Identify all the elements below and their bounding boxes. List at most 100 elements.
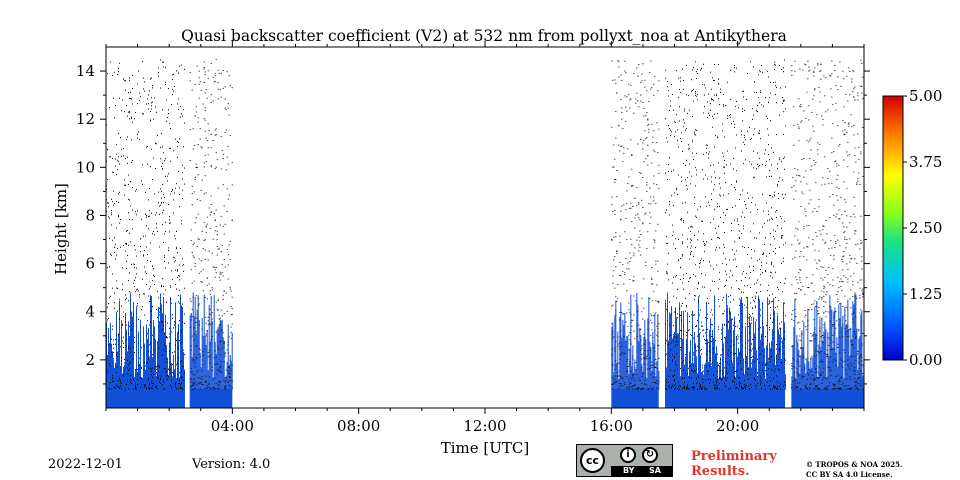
noise-point [784,381,786,383]
noise-point [751,319,753,321]
noise-point [774,359,776,361]
noise-point [634,384,636,386]
noise-point [631,319,633,321]
noise-point [777,388,779,390]
noise-point [678,259,680,261]
noise-point [810,333,812,335]
noise-point [110,61,111,63]
noise-point [779,327,781,329]
noise-point [658,80,660,82]
noise-point [133,346,134,348]
noise-point [784,99,786,101]
signal-column [847,299,849,390]
noise-point [773,385,775,387]
noise-point [772,277,774,279]
noise-point [638,236,640,238]
noise-point [738,363,740,365]
noise-point [709,382,711,384]
noise-point [129,368,130,370]
noise-point [118,193,119,195]
noise-point [638,377,640,379]
signal-column [707,339,709,390]
noise-point [751,137,753,139]
noise-point [731,361,733,363]
noise-point [667,242,669,244]
signal-column [832,347,834,390]
noise-point [122,267,123,269]
noise-point [643,353,645,355]
noise-point [850,289,852,291]
noise-point [688,227,690,229]
noise-point [218,333,220,335]
noise-point [740,361,742,363]
signal-column [844,306,846,390]
signal-column [808,361,810,390]
noise-point [852,280,854,282]
noise-point [860,151,862,153]
noise-point [708,341,710,343]
noise-point [753,134,755,136]
noise-point [146,273,147,275]
noise-point [761,388,763,390]
signal-column [718,378,720,390]
noise-point [853,196,855,198]
noise-point [149,388,150,390]
noise-point [861,356,863,358]
noise-point [696,174,698,176]
noise-point [618,76,620,78]
noise-point [846,373,848,375]
noise-point [758,328,760,330]
noise-point [166,120,167,122]
noise-point [683,88,685,90]
noise-point [146,146,147,148]
noise-point [216,230,218,232]
noise-point [816,354,818,356]
noise-point [669,384,671,386]
noise-point [748,197,750,199]
noise-point [210,195,212,197]
noise-point [165,267,166,269]
measurement-period-4 [791,388,864,408]
noise-point [151,97,152,99]
noise-point [733,371,735,373]
noise-point [109,266,110,268]
noise-point [155,214,156,216]
noise-point [799,335,801,337]
noise-point [738,342,740,344]
noise-point [630,332,632,334]
noise-point [710,222,712,224]
noise-point [781,237,783,239]
noise-point [690,226,692,228]
noise-point [184,167,185,169]
noise-point [206,330,208,332]
noise-point [676,70,678,72]
noise-point [622,385,624,387]
noise-point [710,290,712,292]
noise-point [629,383,631,385]
noise-point [194,381,196,383]
noise-point [672,282,674,284]
cc-license-badge[interactable]: cc i ↻ BY SA [576,444,673,477]
noise-point [148,215,149,217]
signal-column [742,303,744,390]
noise-point [795,180,797,182]
noise-point [231,387,233,389]
noise-point [618,144,620,146]
noise-point [776,348,778,350]
noise-point [172,189,173,191]
noise-point [179,279,180,281]
noise-point [616,251,618,253]
noise-point [794,378,796,380]
noise-point [215,301,217,303]
noise-point [618,387,620,389]
noise-point [666,272,668,274]
noise-point [648,128,650,130]
noise-point [117,74,118,76]
noise-point [849,378,851,380]
noise-point [223,342,225,344]
noise-point [680,338,682,340]
noise-point [215,356,217,358]
noise-point [229,380,231,382]
signal-column [139,363,140,390]
noise-point [759,130,761,132]
